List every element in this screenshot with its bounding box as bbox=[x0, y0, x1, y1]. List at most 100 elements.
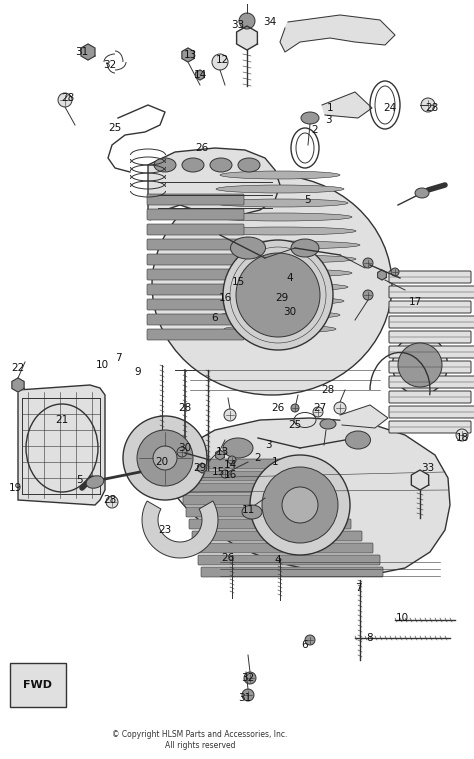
Text: 22: 22 bbox=[11, 363, 25, 373]
Ellipse shape bbox=[216, 297, 344, 305]
Circle shape bbox=[58, 93, 72, 107]
Text: 24: 24 bbox=[383, 103, 397, 113]
Text: 28: 28 bbox=[425, 103, 438, 113]
Polygon shape bbox=[12, 378, 24, 392]
Text: 31: 31 bbox=[75, 47, 89, 57]
Text: 3: 3 bbox=[264, 440, 271, 450]
Ellipse shape bbox=[86, 476, 104, 488]
Ellipse shape bbox=[291, 239, 319, 257]
Text: 7: 7 bbox=[355, 583, 361, 593]
FancyBboxPatch shape bbox=[198, 555, 380, 565]
Text: 16: 16 bbox=[223, 470, 237, 480]
Circle shape bbox=[363, 258, 373, 268]
Ellipse shape bbox=[154, 158, 176, 172]
Polygon shape bbox=[216, 450, 224, 460]
Ellipse shape bbox=[220, 311, 340, 319]
Polygon shape bbox=[378, 270, 386, 280]
Circle shape bbox=[221, 470, 229, 478]
Text: 13: 13 bbox=[215, 447, 228, 457]
Circle shape bbox=[228, 456, 236, 464]
Ellipse shape bbox=[204, 227, 356, 235]
FancyBboxPatch shape bbox=[389, 421, 471, 433]
Ellipse shape bbox=[212, 199, 348, 207]
Circle shape bbox=[456, 429, 468, 441]
Circle shape bbox=[212, 54, 228, 70]
Text: 4: 4 bbox=[287, 273, 293, 283]
Text: 1: 1 bbox=[272, 457, 278, 467]
Text: 2: 2 bbox=[312, 125, 319, 135]
Circle shape bbox=[421, 98, 435, 112]
Circle shape bbox=[244, 672, 256, 684]
Ellipse shape bbox=[210, 158, 232, 172]
Polygon shape bbox=[81, 44, 95, 60]
Polygon shape bbox=[322, 92, 372, 118]
Circle shape bbox=[391, 268, 399, 276]
FancyBboxPatch shape bbox=[147, 269, 244, 280]
Polygon shape bbox=[182, 48, 194, 62]
Polygon shape bbox=[411, 470, 428, 490]
Text: 26: 26 bbox=[195, 143, 209, 153]
Polygon shape bbox=[18, 385, 105, 505]
FancyBboxPatch shape bbox=[147, 239, 244, 250]
Circle shape bbox=[236, 253, 320, 337]
Text: 3: 3 bbox=[325, 115, 331, 125]
Circle shape bbox=[106, 496, 118, 508]
Text: 12: 12 bbox=[215, 55, 228, 65]
Circle shape bbox=[398, 343, 442, 387]
Polygon shape bbox=[10, 663, 66, 707]
FancyBboxPatch shape bbox=[389, 286, 474, 298]
Text: 28: 28 bbox=[321, 385, 335, 395]
Ellipse shape bbox=[320, 419, 336, 429]
Text: 31: 31 bbox=[238, 693, 252, 703]
Text: 1: 1 bbox=[327, 103, 333, 113]
Circle shape bbox=[291, 404, 299, 412]
FancyBboxPatch shape bbox=[147, 284, 244, 295]
FancyBboxPatch shape bbox=[147, 254, 244, 265]
Text: 21: 21 bbox=[55, 415, 69, 425]
Text: 20: 20 bbox=[155, 457, 169, 467]
Text: 15: 15 bbox=[211, 467, 225, 477]
FancyBboxPatch shape bbox=[389, 301, 471, 313]
Circle shape bbox=[250, 455, 350, 555]
Polygon shape bbox=[170, 418, 450, 575]
Text: 13: 13 bbox=[183, 50, 197, 60]
Text: 10: 10 bbox=[395, 613, 409, 623]
Text: © Copyright HLSM Parts and Accessories, Inc.
All rights reserved: © Copyright HLSM Parts and Accessories, … bbox=[112, 730, 288, 750]
FancyBboxPatch shape bbox=[147, 299, 244, 310]
Ellipse shape bbox=[216, 185, 344, 193]
FancyBboxPatch shape bbox=[147, 224, 244, 235]
Text: 23: 23 bbox=[158, 525, 172, 535]
Ellipse shape bbox=[208, 213, 352, 221]
Ellipse shape bbox=[242, 505, 262, 519]
Text: 28: 28 bbox=[178, 403, 191, 413]
FancyBboxPatch shape bbox=[189, 519, 351, 529]
Text: 33: 33 bbox=[231, 20, 245, 30]
Ellipse shape bbox=[182, 158, 204, 172]
Polygon shape bbox=[280, 15, 395, 52]
Text: 7: 7 bbox=[115, 353, 121, 363]
Polygon shape bbox=[198, 463, 206, 473]
Text: 28: 28 bbox=[103, 495, 117, 505]
Text: 26: 26 bbox=[221, 553, 235, 563]
Text: 30: 30 bbox=[283, 307, 297, 317]
Polygon shape bbox=[142, 501, 218, 558]
Text: 2: 2 bbox=[255, 453, 261, 463]
Ellipse shape bbox=[230, 237, 265, 259]
Ellipse shape bbox=[220, 171, 340, 179]
Ellipse shape bbox=[208, 269, 352, 277]
Text: 15: 15 bbox=[231, 277, 245, 287]
Circle shape bbox=[137, 430, 193, 486]
Text: 6: 6 bbox=[212, 313, 219, 323]
Ellipse shape bbox=[224, 325, 336, 333]
Text: 5: 5 bbox=[77, 475, 83, 485]
FancyBboxPatch shape bbox=[389, 376, 474, 388]
Text: 6: 6 bbox=[301, 640, 308, 650]
Polygon shape bbox=[340, 405, 388, 428]
Circle shape bbox=[239, 13, 255, 29]
FancyBboxPatch shape bbox=[201, 567, 383, 577]
Text: 28: 28 bbox=[61, 93, 74, 103]
FancyBboxPatch shape bbox=[195, 543, 373, 553]
FancyBboxPatch shape bbox=[147, 194, 244, 205]
Circle shape bbox=[123, 416, 207, 500]
Text: 16: 16 bbox=[219, 293, 232, 303]
